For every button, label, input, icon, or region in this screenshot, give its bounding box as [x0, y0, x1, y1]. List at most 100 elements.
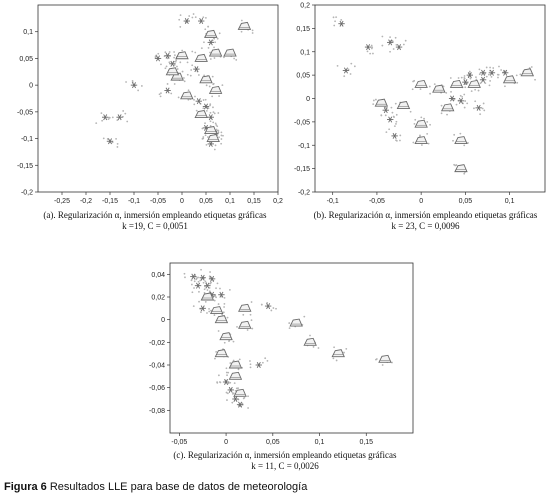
background-point — [393, 125, 396, 128]
background-point — [235, 59, 238, 61]
background-point — [215, 124, 218, 126]
background-point — [385, 131, 388, 134]
snowflake-icon — [199, 274, 206, 281]
background-point — [194, 51, 197, 54]
background-point — [426, 132, 429, 135]
background-point — [247, 407, 250, 409]
cloud-icon — [223, 48, 237, 57]
background-point — [223, 306, 225, 308]
background-point — [206, 289, 209, 291]
background-point — [275, 307, 277, 310]
background-point — [388, 128, 391, 131]
background-point — [166, 83, 169, 85]
background-point — [100, 112, 103, 115]
background-point — [168, 61, 171, 64]
chart-panel-b: -0,1 -0,05 0 0,05 0,1 0,2 0,15 0,1 0,05 0 -0,05 -0,… — [283, 0, 553, 240]
background-point — [238, 358, 241, 361]
background-point — [190, 283, 193, 286]
snowflake-icon — [364, 44, 372, 51]
snowflake-icon — [382, 107, 389, 114]
snowflake-icon — [501, 69, 509, 76]
background-point — [192, 13, 195, 15]
snowflake-icon — [218, 291, 225, 298]
cloud-icon — [520, 68, 534, 77]
y-tick-label-b: 0 — [306, 96, 310, 103]
background-point — [218, 136, 220, 139]
figure-caption: Figura 6 Resultados LLE para base de dat… — [4, 481, 307, 493]
background-point — [193, 280, 196, 283]
background-point — [176, 68, 179, 70]
x-tick-label-a: -0,05 — [150, 198, 166, 205]
background-point — [317, 347, 320, 349]
y-tick-label-a: 0 — [29, 83, 33, 90]
background-point — [111, 116, 114, 119]
background-point — [225, 371, 228, 374]
background-point — [288, 322, 291, 324]
background-point — [217, 129, 220, 132]
background-point — [228, 288, 231, 291]
background-point — [343, 351, 345, 354]
x-tick-label-a: -0,25 — [54, 198, 70, 205]
background-point — [482, 102, 485, 105]
background-point — [232, 359, 235, 362]
snowflake-icon — [227, 386, 234, 393]
cloud-icon — [237, 21, 252, 30]
background-point — [202, 107, 205, 110]
background-point — [429, 123, 431, 126]
background-point — [187, 89, 190, 92]
background-point — [477, 89, 480, 92]
background-point — [159, 95, 162, 98]
background-point — [457, 77, 460, 79]
background-point — [463, 77, 466, 80]
background-point — [242, 313, 245, 316]
caption-a-line1: (a). Regularización α, inmersión emplean… — [43, 210, 267, 220]
background-point — [426, 121, 429, 123]
background-point — [191, 291, 194, 294]
background-point — [197, 74, 200, 76]
background-point — [423, 117, 425, 120]
background-point — [217, 330, 220, 332]
background-point — [229, 381, 232, 384]
cloud-icon — [175, 51, 189, 60]
background-point — [182, 77, 185, 79]
background-point — [115, 137, 117, 140]
plot-frame-b — [314, 4, 546, 193]
y-tick-label-a: 0,05 — [19, 56, 33, 63]
background-point — [468, 70, 471, 73]
background-point — [470, 90, 473, 92]
snowflake-icon — [102, 114, 109, 121]
background-point — [350, 62, 353, 65]
caption-a-line2: k =19, C = 0,0051 — [122, 221, 188, 231]
background-point — [461, 95, 464, 98]
background-point — [101, 119, 104, 122]
background-point — [219, 381, 222, 384]
background-point — [488, 84, 491, 87]
scatter-plot-a: -0,25 -0,2 -0,15 -0,1 -0,05 0 0,05 0,1 0,15 0,2 0,… — [17, 4, 283, 205]
background-point — [212, 121, 215, 124]
background-point — [205, 16, 207, 19]
background-point — [485, 66, 488, 69]
caption-b-line2: k = 23, C = 0,0096 — [391, 221, 460, 231]
background-point — [466, 102, 469, 105]
figure-text: Resultados LLE para base de datos de met… — [49, 481, 308, 493]
background-point — [478, 68, 481, 71]
background-point — [203, 41, 205, 44]
background-point — [402, 43, 405, 46]
snowflake-icon — [169, 60, 176, 67]
background-point — [215, 128, 218, 131]
background-point — [247, 395, 249, 398]
background-point — [229, 362, 232, 364]
background-point — [213, 57, 216, 59]
background-point — [215, 296, 217, 299]
background-point — [427, 142, 430, 145]
background-point — [205, 109, 208, 112]
snowflake-icon — [183, 18, 190, 25]
background-point — [186, 61, 189, 64]
x-tick-label-a: 0,1 — [225, 198, 235, 205]
background-point — [181, 70, 184, 73]
background-point — [453, 133, 456, 136]
background-point — [467, 142, 469, 144]
background-point — [414, 118, 417, 121]
background-point — [208, 310, 211, 313]
background-point — [222, 311, 225, 314]
